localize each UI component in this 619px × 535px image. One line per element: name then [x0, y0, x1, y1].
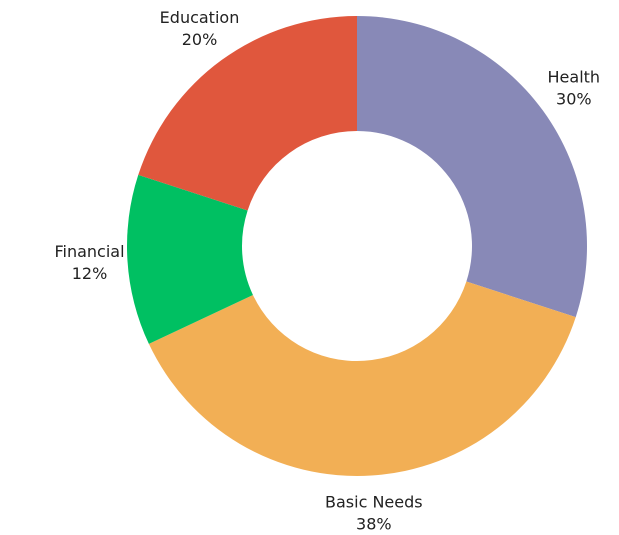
- slice-label-financial: Financial 12%: [54, 242, 124, 283]
- slices-group: [127, 16, 587, 477]
- slice-basic-needs: [148, 281, 576, 477]
- slice-health: [357, 16, 587, 318]
- slice-category-label: Health: [548, 68, 601, 87]
- slice-value-label: 12%: [72, 264, 108, 283]
- slice-value-label: 30%: [556, 90, 592, 109]
- slice-category-label: Education: [160, 8, 240, 27]
- slice-value-label: 20%: [182, 30, 218, 49]
- slice-financial: [127, 174, 253, 344]
- slice-label-health: Health 30%: [548, 68, 601, 109]
- slice-category-label: Basic Needs: [325, 493, 423, 512]
- slice-education: [138, 16, 357, 211]
- slice-category-label: Financial: [54, 242, 124, 261]
- slice-label-education: Education 20%: [160, 8, 240, 49]
- labels-group: Health 30% Basic Needs 38% Financial 12% Educa…: [54, 8, 600, 533]
- slice-label-basic-needs: Basic Needs 38%: [325, 493, 423, 534]
- slice-value-label: 38%: [356, 515, 392, 534]
